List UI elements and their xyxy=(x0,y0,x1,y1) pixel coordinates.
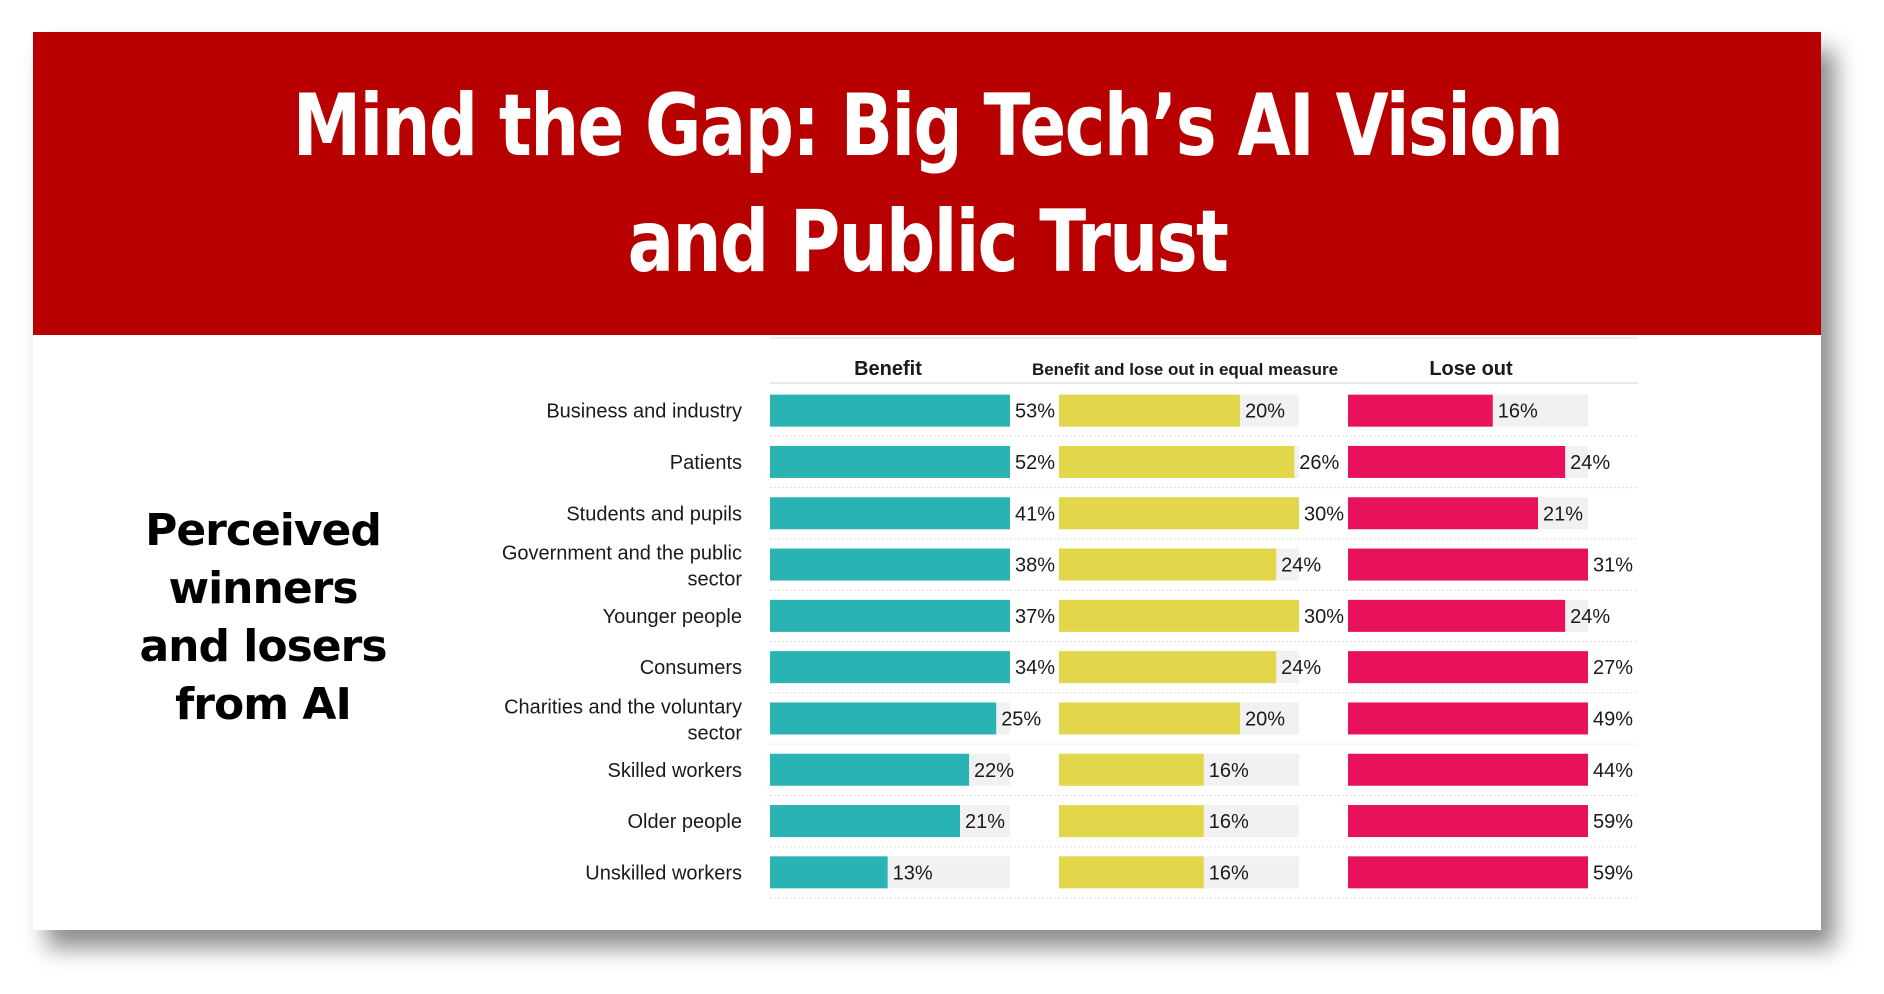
category-label: Younger people xyxy=(603,606,742,628)
bar xyxy=(1348,394,1493,427)
bar xyxy=(1348,805,1588,838)
data-label: 22% xyxy=(974,760,1014,782)
bar xyxy=(770,599,1010,632)
data-label: 24% xyxy=(1570,606,1610,628)
bar xyxy=(770,651,1010,684)
bar xyxy=(1059,651,1277,684)
bar xyxy=(770,548,1010,581)
bar xyxy=(770,753,970,786)
data-label: 21% xyxy=(965,811,1005,833)
side-title-line-1: Perceived xyxy=(145,505,382,556)
title-line-1: Mind the Gap: Big Tech’s AI Vision xyxy=(292,75,1563,176)
bar xyxy=(770,497,1010,530)
data-label: 16% xyxy=(1498,401,1538,423)
bar xyxy=(1348,856,1588,889)
data-label: 38% xyxy=(1015,555,1055,577)
data-label: 30% xyxy=(1304,606,1344,628)
bar xyxy=(770,445,1010,478)
bar xyxy=(1059,599,1299,632)
data-label: 16% xyxy=(1209,811,1249,833)
bar xyxy=(1348,753,1588,786)
data-label: 49% xyxy=(1593,708,1633,730)
data-label: 27% xyxy=(1593,657,1633,679)
data-label: 13% xyxy=(893,862,933,884)
category-label: Consumers xyxy=(640,657,742,679)
data-label: 26% xyxy=(1299,452,1339,474)
data-label: 21% xyxy=(1543,503,1583,525)
bar xyxy=(1059,548,1277,581)
bar xyxy=(770,805,961,838)
bar xyxy=(1059,856,1204,889)
column-header: Lose out xyxy=(1429,358,1513,380)
bar xyxy=(1059,753,1204,786)
bar xyxy=(1348,651,1588,684)
side-title-line-2: winners xyxy=(168,563,358,614)
data-label: 16% xyxy=(1209,862,1249,884)
category-label: Business and industry xyxy=(546,401,742,423)
bar xyxy=(770,856,888,889)
data-label: 59% xyxy=(1593,811,1633,833)
side-title: Perceived winners and losers from AI xyxy=(113,502,413,734)
category-label: Patients xyxy=(670,452,742,474)
bar xyxy=(770,702,997,735)
data-label: 52% xyxy=(1015,452,1055,474)
data-label: 37% xyxy=(1015,606,1055,628)
data-label: 16% xyxy=(1209,760,1249,782)
data-label: 34% xyxy=(1015,657,1055,679)
data-label: 24% xyxy=(1281,555,1321,577)
side-title-line-4: from AI xyxy=(175,679,352,730)
category-label: Unskilled workers xyxy=(585,862,742,884)
data-label: 53% xyxy=(1015,401,1055,423)
data-label: 25% xyxy=(1001,708,1041,730)
bar xyxy=(1059,445,1295,478)
data-label: 59% xyxy=(1593,862,1633,884)
page-title: Mind the Gap: Big Tech’s AI Vision and P… xyxy=(292,68,1563,300)
bar xyxy=(1348,497,1539,530)
category-label: Skilled workers xyxy=(608,760,742,782)
data-label: 20% xyxy=(1245,401,1285,423)
bar xyxy=(770,394,1010,427)
column-header: Benefit xyxy=(854,358,922,380)
bar xyxy=(1348,599,1566,632)
category-label: Older people xyxy=(627,811,742,833)
data-label: 44% xyxy=(1593,760,1633,782)
bar xyxy=(1059,805,1204,838)
title-banner: Mind the Gap: Big Tech’s AI Vision and P… xyxy=(33,32,1821,335)
side-title-line-3: and losers xyxy=(139,621,387,672)
data-label: 24% xyxy=(1570,452,1610,474)
data-label: 20% xyxy=(1245,708,1285,730)
bar xyxy=(1059,702,1240,735)
column-header: Benefit and lose out in equal measure xyxy=(1032,360,1338,379)
bar-chart: Benefit Benefit and lose out in equal mea… xyxy=(502,337,1638,899)
category-label: Government and the public sector xyxy=(502,543,742,591)
data-label: 24% xyxy=(1281,657,1321,679)
data-label: 31% xyxy=(1593,555,1633,577)
category-label: Students and pupils xyxy=(566,503,742,525)
infographic-card: Mind the Gap: Big Tech’s AI Vision and P… xyxy=(33,32,1821,930)
bar xyxy=(1348,702,1588,735)
data-label: 30% xyxy=(1304,503,1344,525)
bar xyxy=(1059,497,1299,530)
title-line-2: and Public Trust xyxy=(627,191,1228,292)
bar xyxy=(1348,445,1566,478)
data-label: 41% xyxy=(1015,503,1055,525)
bar xyxy=(1059,394,1240,427)
bar xyxy=(1348,548,1588,581)
category-label: Charities and the voluntary sector xyxy=(504,696,742,744)
